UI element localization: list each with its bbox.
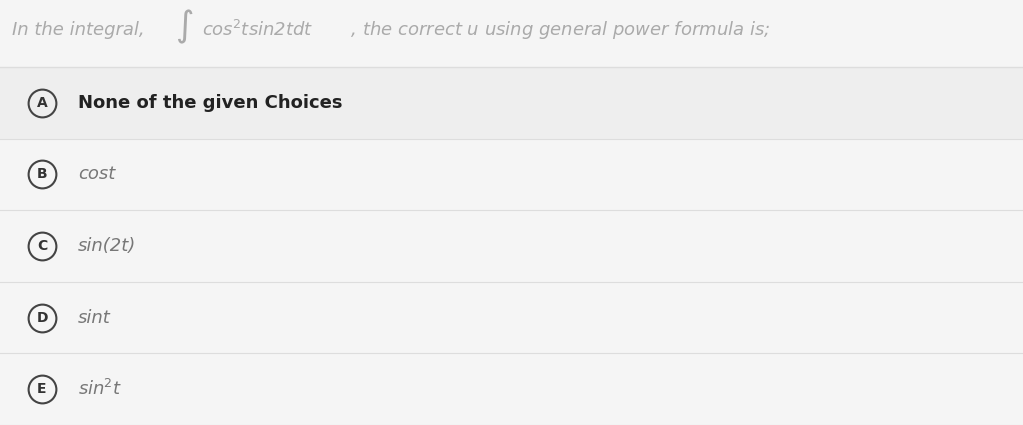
Text: cos$^2$tsin2tdt: cos$^2$tsin2tdt — [202, 20, 313, 40]
Text: sin$^2$t: sin$^2$t — [78, 379, 122, 399]
Text: C: C — [37, 239, 47, 253]
Text: A: A — [37, 96, 47, 110]
FancyBboxPatch shape — [0, 139, 1023, 210]
Text: sint: sint — [78, 309, 110, 326]
FancyBboxPatch shape — [0, 354, 1023, 425]
Text: D: D — [36, 311, 48, 325]
FancyBboxPatch shape — [0, 210, 1023, 282]
Text: None of the given Choices: None of the given Choices — [78, 94, 343, 112]
Text: E: E — [37, 382, 47, 396]
Text: $\int$: $\int$ — [175, 8, 193, 46]
Text: B: B — [37, 167, 47, 181]
Text: sin(2t): sin(2t) — [78, 237, 136, 255]
Text: In the integral,: In the integral, — [12, 21, 144, 39]
Text: , the correct $u$ using general power formula is;: , the correct $u$ using general power fo… — [345, 19, 770, 41]
FancyBboxPatch shape — [0, 67, 1023, 139]
Text: cost: cost — [78, 165, 116, 184]
FancyBboxPatch shape — [0, 282, 1023, 354]
